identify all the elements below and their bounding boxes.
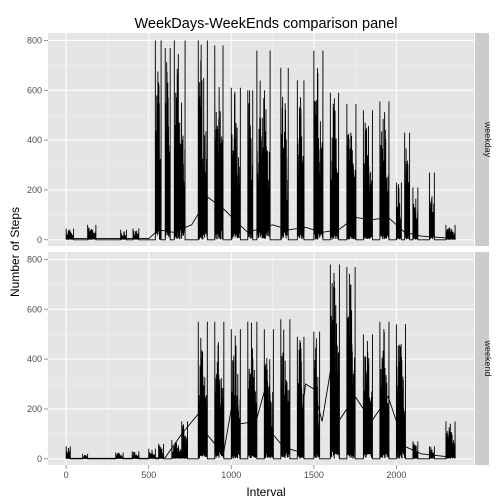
x-tick-label: 1500 <box>304 470 324 480</box>
y-tick-label: 200 <box>27 185 42 195</box>
y-tick-label: 200 <box>27 404 42 414</box>
y-tick-label: 600 <box>27 85 42 95</box>
y-tick-label: 0 <box>37 454 42 464</box>
x-tick-label: 500 <box>141 470 156 480</box>
x-tick-label: 1000 <box>221 470 241 480</box>
y-tick-label: 400 <box>27 354 42 364</box>
y-tick-label: 0 <box>37 235 42 245</box>
x-tick-label: 2000 <box>386 470 406 480</box>
y-axis-weekend: 0 200 400 600 800 <box>27 254 48 464</box>
y-tick-label: 400 <box>27 135 42 145</box>
y-axis-weekday: 0 200 400 600 800 <box>27 35 48 245</box>
steps-spike-line <box>65 264 456 460</box>
x-axis: 0 500 1000 1500 2000 <box>64 465 406 480</box>
facet-strip <box>475 252 489 465</box>
steps-trend-line <box>66 371 456 459</box>
panel-weekday: weekday <box>48 33 493 246</box>
chart-title: WeekDays-WeekEnds comparison panel <box>134 16 397 32</box>
facet-strip-label: weekday <box>483 121 493 158</box>
y-tick-label: 800 <box>27 35 42 45</box>
panel-weekend: weekend <box>48 252 493 465</box>
y-axis-title: Number of Steps <box>8 207 22 297</box>
x-axis-title: Interval <box>246 485 285 499</box>
y-tick-label: 600 <box>27 304 42 314</box>
steps-trend-line <box>66 196 456 239</box>
panel-background <box>48 252 474 465</box>
x-tick-label: 0 <box>64 470 69 480</box>
facet-strip-label: weekend <box>483 339 493 376</box>
steps-spike-line <box>65 40 456 241</box>
y-tick-label: 800 <box>27 254 42 264</box>
facet-strip <box>475 33 489 246</box>
